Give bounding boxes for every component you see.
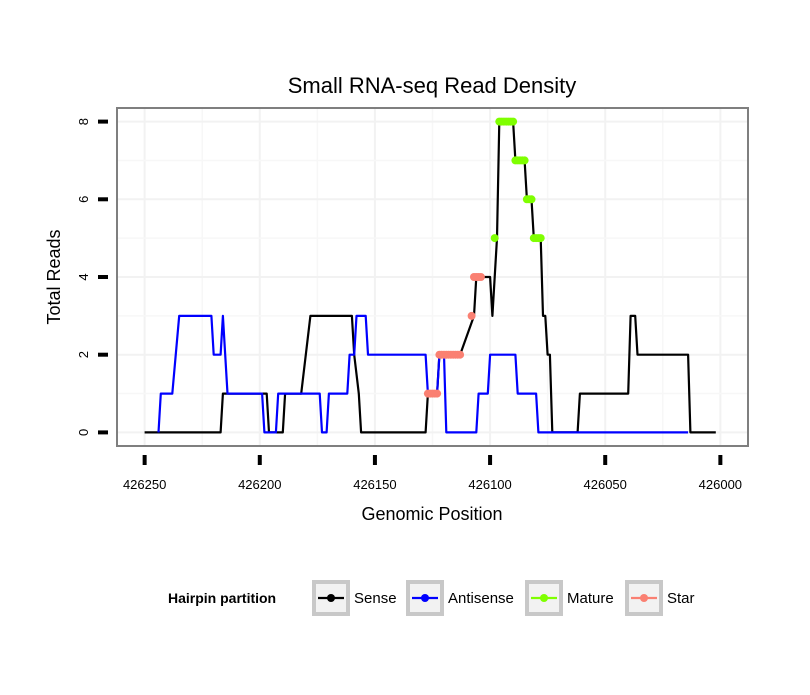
legend-title: Hairpin partition bbox=[168, 590, 276, 606]
legend-item-mature: Mature bbox=[525, 580, 614, 616]
legend-label: Star bbox=[667, 590, 695, 607]
x-tick-label: 426000 bbox=[699, 477, 742, 492]
data-point-mature bbox=[520, 156, 529, 165]
legend-key-point bbox=[327, 594, 335, 602]
y-tick-label: 6 bbox=[76, 196, 91, 203]
legend-key-point bbox=[640, 594, 648, 602]
data-point-mature bbox=[536, 234, 545, 243]
data-point-star bbox=[476, 273, 485, 281]
data-point-mature bbox=[509, 117, 518, 126]
y-tick-label: 8 bbox=[76, 118, 91, 125]
x-tick-label: 426050 bbox=[584, 477, 627, 492]
chart-title: Small RNA-seq Read Density bbox=[288, 73, 577, 98]
data-point-star bbox=[456, 350, 465, 359]
grid bbox=[117, 108, 748, 446]
legend-item-star: Star bbox=[625, 580, 695, 616]
data-point-mature bbox=[527, 195, 536, 204]
legend: Hairpin partition Sense Antisense Mature St… bbox=[168, 580, 695, 616]
legend-label: Mature bbox=[567, 590, 614, 607]
series-line-antisense bbox=[157, 314, 689, 434]
x-tick-label: 426200 bbox=[238, 477, 281, 492]
x-axis-label: Genomic Position bbox=[361, 504, 502, 524]
legend-key-point bbox=[540, 594, 548, 602]
y-tick-label: 4 bbox=[76, 273, 91, 280]
y-tick-label: 2 bbox=[76, 351, 91, 358]
x-tick-label: 426250 bbox=[123, 477, 166, 492]
legend-label: Antisense bbox=[448, 590, 514, 607]
data-point-mature bbox=[490, 234, 499, 243]
legend-key-point bbox=[421, 594, 429, 602]
legend-label: Sense bbox=[354, 590, 397, 607]
y-axis-label: Total Reads bbox=[44, 229, 64, 324]
plot-border bbox=[116, 107, 749, 447]
axes: 426250 426200 426150 426100 426050 426000 0 2 4 6… bbox=[76, 118, 742, 492]
series-layer bbox=[144, 117, 716, 434]
series-line-sense bbox=[144, 120, 716, 434]
y-tick-label: 0 bbox=[76, 429, 91, 436]
x-tick-label: 426100 bbox=[468, 477, 511, 492]
x-tick-label: 426150 bbox=[353, 477, 396, 492]
legend-item-antisense: Antisense bbox=[406, 580, 514, 616]
data-point-star bbox=[433, 389, 442, 398]
legend-item-sense: Sense bbox=[312, 580, 397, 616]
data-point-star bbox=[467, 311, 476, 320]
